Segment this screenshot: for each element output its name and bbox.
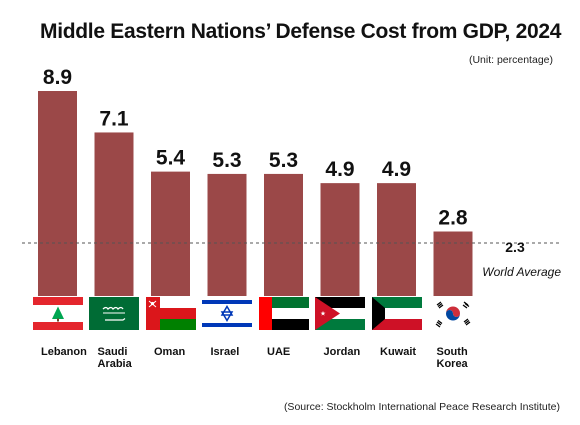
bar-value-label: 8.9 bbox=[43, 66, 72, 89]
category-label-line: Arabia bbox=[98, 358, 133, 370]
reference-line-label: World Average bbox=[482, 265, 561, 279]
reference-value-label: 2.3 bbox=[505, 239, 525, 255]
chart-title: Middle Eastern Nations’ Defense Cost fro… bbox=[40, 20, 562, 43]
oman-flag-icon bbox=[145, 297, 196, 330]
bar bbox=[94, 132, 134, 296]
kuwait-flag-icon bbox=[371, 297, 422, 330]
lebanon-flag-icon bbox=[32, 297, 83, 330]
bar-value-label: 5.3 bbox=[212, 149, 241, 172]
category-label: Jordan bbox=[324, 346, 361, 358]
category-label-line: Korea bbox=[437, 358, 469, 370]
bar bbox=[433, 231, 473, 296]
jordan-flag-icon bbox=[315, 297, 365, 330]
south-korea-flag-icon bbox=[428, 297, 478, 330]
source-note: (Source: Stockholm International Peace R… bbox=[283, 401, 560, 413]
bar bbox=[207, 173, 247, 296]
category-label-line: Israel bbox=[211, 346, 240, 358]
category-label-line: Lebanon bbox=[41, 346, 87, 358]
bar bbox=[264, 173, 303, 296]
bar-value-label: 5.3 bbox=[269, 149, 298, 172]
saudi-arabia-flag-icon bbox=[89, 297, 139, 330]
category-label: Kuwait bbox=[380, 346, 416, 358]
bar-value-label: 2.8 bbox=[438, 207, 468, 230]
category-label-line: Oman bbox=[154, 346, 185, 358]
uae-flag-icon bbox=[258, 297, 309, 330]
category-label-line: UAE bbox=[267, 346, 290, 358]
category-label-line: Saudi bbox=[98, 346, 128, 358]
bar bbox=[320, 183, 360, 296]
bar-value-label: 4.9 bbox=[382, 158, 411, 181]
category-label: Israel bbox=[211, 346, 240, 358]
bar bbox=[377, 183, 416, 296]
category-label-line: Kuwait bbox=[380, 346, 416, 358]
category-label: South Korea bbox=[437, 346, 469, 370]
category-label: Saudi Arabia bbox=[98, 346, 133, 370]
category-label: UAE bbox=[267, 346, 290, 358]
bar-value-label: 4.9 bbox=[325, 158, 354, 181]
category-label: Oman bbox=[154, 346, 185, 358]
bar bbox=[38, 91, 77, 296]
category-label-line: Jordan bbox=[324, 346, 361, 358]
bar-value-label: 5.4 bbox=[156, 147, 186, 170]
category-label-line: South bbox=[437, 346, 468, 358]
category-label: Lebanon bbox=[41, 346, 87, 358]
bar bbox=[151, 171, 190, 296]
unit-note: (Unit: percentage) bbox=[468, 54, 553, 66]
israel-flag-icon bbox=[202, 297, 252, 330]
bar-value-label: 7.1 bbox=[99, 107, 129, 130]
